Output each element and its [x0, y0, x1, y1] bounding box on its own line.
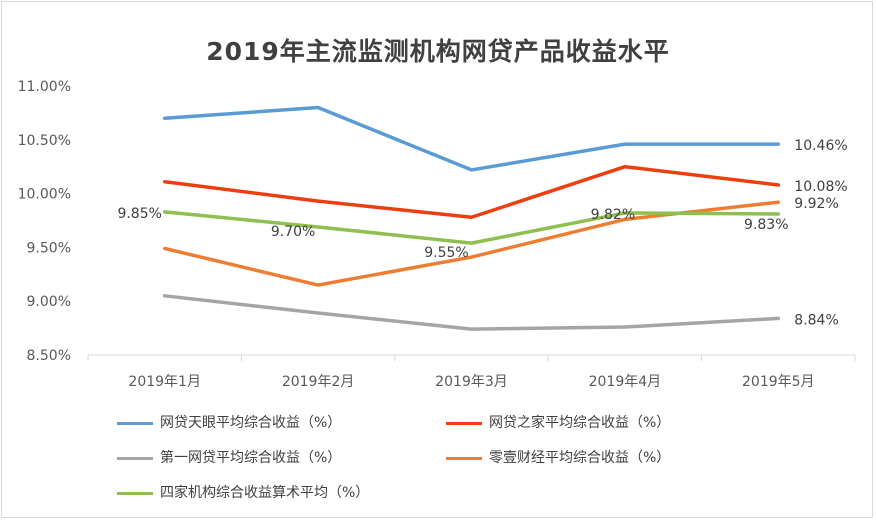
- y-tick-label: 9.50%: [27, 240, 71, 256]
- legend-label: 网贷天眼平均综合收益（%）: [160, 415, 342, 431]
- y-tick-label: 9.00%: [27, 294, 71, 310]
- legend-label: 零壹财经平均综合收益（%）: [489, 450, 671, 466]
- data-label: 10.46%: [794, 138, 847, 154]
- x-tick-label: 2019年2月: [282, 374, 355, 390]
- legend-swatch: [446, 422, 482, 425]
- x-tick-label: 2019年4月: [589, 374, 662, 390]
- chart-title: 2019年主流监测机构网贷产品收益水平: [206, 37, 670, 66]
- y-tick-label: 10.00%: [18, 187, 71, 203]
- y-tick-label: 11.00%: [18, 79, 71, 95]
- legend-label: 第一网贷平均综合收益（%）: [160, 450, 342, 466]
- legend-swatch: [117, 457, 153, 460]
- series-group: [162, 105, 781, 331]
- x-tick-label: 2019年1月: [128, 374, 201, 390]
- data-labels: 10.46% 10.08% 8.84% 9.92% 9.85% 9.70% 9.55% 9.8…: [117, 138, 847, 328]
- data-label: 9.85%: [117, 206, 161, 222]
- series-line: [162, 164, 781, 220]
- x-axis: 2019年1月 2019年2月 2019年3月 2019年4月 2019年5月: [87, 354, 856, 390]
- legend-swatch: [446, 457, 482, 460]
- y-tick-label: 10.50%: [18, 133, 71, 149]
- legend-label: 四家机构综合收益算术平均（%）: [160, 485, 370, 501]
- legend-label: 网贷之家平均综合收益（%）: [489, 415, 671, 431]
- data-label: 8.84%: [794, 312, 838, 328]
- y-axis: 8.50% 9.00% 9.50% 10.00% 10.50% 11.00%: [18, 79, 71, 364]
- series-line: [162, 105, 781, 172]
- data-label: 9.83%: [744, 217, 788, 233]
- data-label: 10.08%: [794, 179, 847, 195]
- x-tick-label: 2019年3月: [435, 374, 508, 390]
- series-line: [162, 210, 781, 245]
- y-tick-label: 8.50%: [27, 348, 71, 364]
- series-line: [162, 294, 781, 331]
- data-label: 9.82%: [591, 207, 635, 223]
- data-label: 9.92%: [794, 196, 838, 212]
- x-tick-label: 2019年5月: [742, 374, 815, 390]
- data-label: 9.70%: [271, 224, 315, 240]
- legend-swatch: [117, 492, 153, 495]
- legend-swatch: [117, 422, 153, 425]
- data-label: 9.55%: [424, 245, 468, 261]
